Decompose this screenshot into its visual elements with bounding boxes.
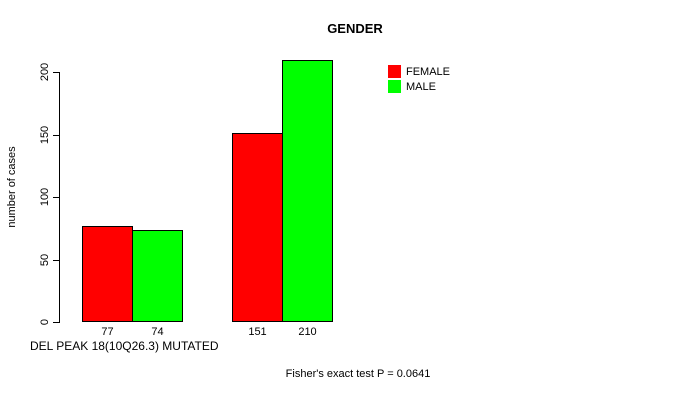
y-tick-label: 150 [39, 125, 51, 144]
y-tick [53, 259, 60, 261]
x-axis-title: DEL PEAK 18(10Q26.3) MUTATED [30, 339, 219, 353]
bar-value-label: 151 [248, 326, 267, 338]
bar-male [132, 229, 183, 322]
y-tick [53, 197, 60, 198]
y-tick-label: 100 [39, 187, 51, 207]
legend-row: FEMALE [388, 64, 450, 79]
legend-swatch-male [388, 80, 401, 93]
y-tick [53, 72, 60, 73]
y-tick [53, 322, 60, 323]
legend-row: MALE [388, 79, 450, 94]
chart-title: GENDER [327, 21, 383, 36]
bar-male [282, 59, 333, 322]
legend: FEMALE MALE [388, 64, 450, 94]
y-tick-label: 50 [39, 253, 51, 266]
bar-value-label: 77 [101, 326, 114, 338]
y-axis-title: number of cases [6, 146, 18, 228]
legend-label: FEMALE [406, 65, 451, 78]
bar-value-label: 210 [298, 326, 317, 338]
bar-value-label: 74 [151, 326, 164, 338]
legend-label: MALE [406, 80, 436, 93]
y-tick-label: 0 [39, 318, 51, 326]
y-tick-label: 200 [39, 62, 51, 82]
legend-swatch-female [388, 65, 401, 78]
stat-annotation: Fisher's exact test P = 0.0641 [285, 368, 431, 380]
bar-female [82, 225, 133, 322]
bar-female [232, 133, 283, 322]
y-tick [53, 134, 60, 136]
